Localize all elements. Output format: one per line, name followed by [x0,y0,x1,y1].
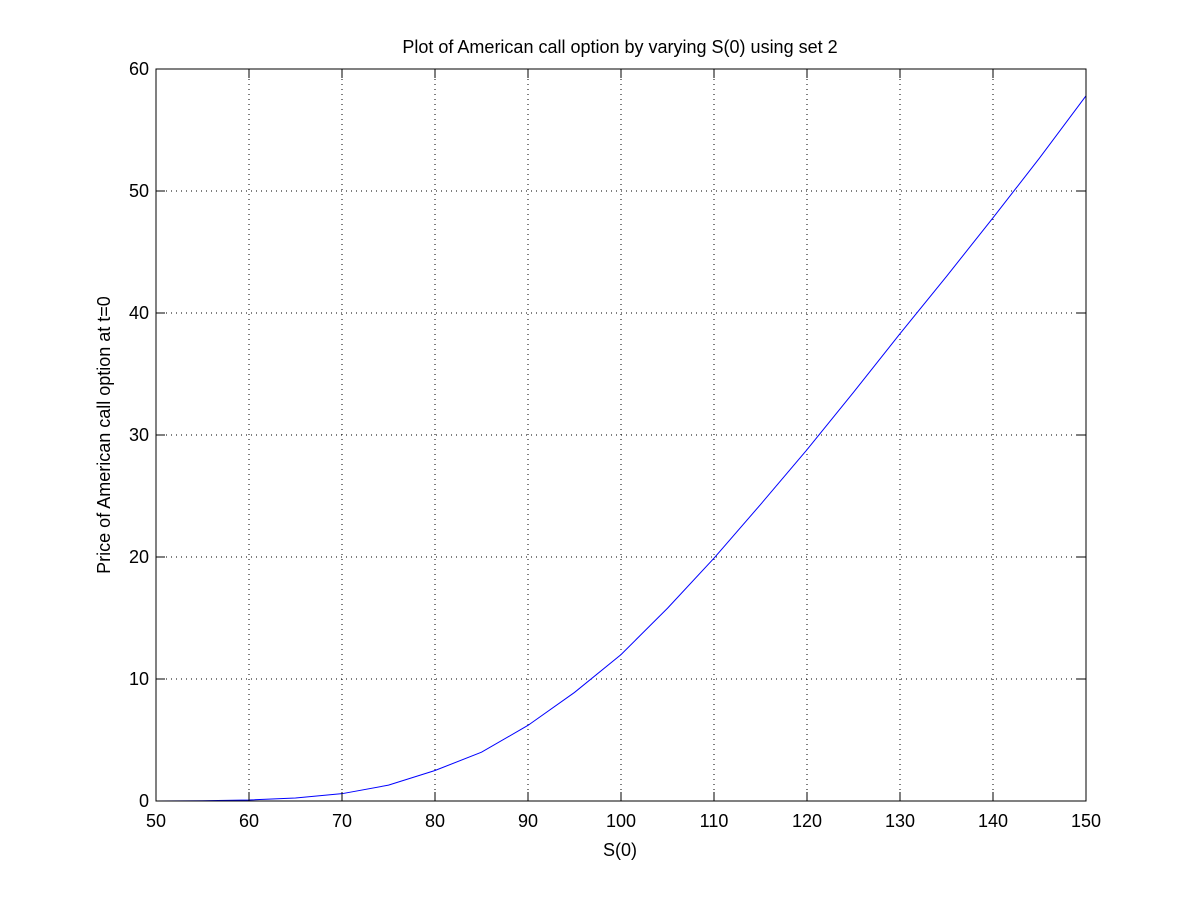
x-tick-label: 150 [1071,811,1101,831]
y-tick-label: 10 [129,669,149,689]
chart-title: Plot of American call option by varying … [402,37,837,57]
x-tick-label: 120 [792,811,822,831]
x-tick-label: 110 [700,811,729,831]
x-tick-label: 70 [332,811,352,831]
x-tick-label: 60 [239,811,259,831]
x-axis-label: S(0) [603,840,637,860]
x-tick-label: 140 [978,811,1008,831]
grid-layer [156,69,1086,801]
x-tick-label: 50 [146,811,166,831]
y-tick-label: 0 [139,791,149,811]
series-layer [155,95,1087,802]
x-tick-label: 80 [425,811,445,831]
y-axis-label: Price of American call option at t=0 [94,296,114,574]
x-tick-label: 100 [606,811,636,831]
y-tick-label: 40 [129,303,149,323]
y-tick-label: 50 [129,181,149,201]
x-tick-label: 130 [885,811,915,831]
y-tick-label: 60 [129,59,149,79]
x-tick-label: 90 [518,811,538,831]
y-tick-label: 20 [129,547,149,567]
tick-layer: 50 60 70 80 90 100 110 120 130 140 150 0 10 20 30 40 50 6… [129,59,1101,831]
series-line-0 [155,95,1087,802]
y-tick-label: 30 [129,425,149,445]
